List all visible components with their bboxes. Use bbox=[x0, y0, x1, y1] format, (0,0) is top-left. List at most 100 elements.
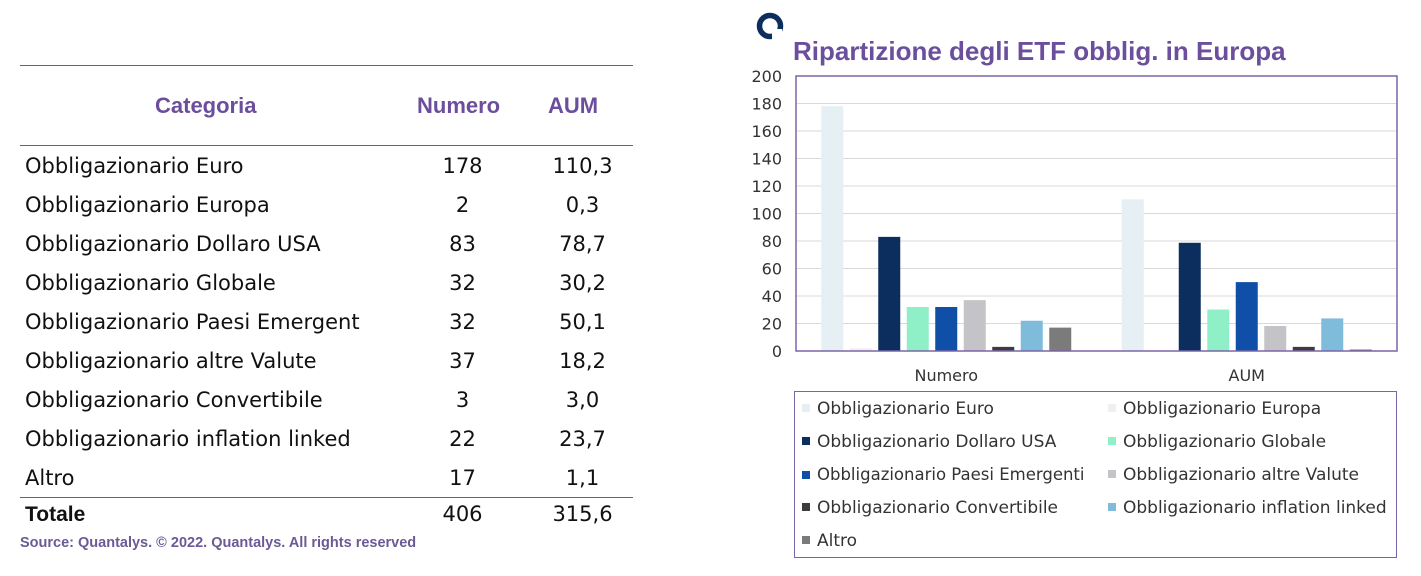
legend-label: Obbligazionario Dollaro USA bbox=[817, 432, 1057, 452]
legend-label: Obbligazionario Euro bbox=[817, 399, 994, 419]
legend-item: Obbligazionario Convertibile bbox=[802, 498, 1058, 518]
cell-categoria: Altro bbox=[25, 466, 75, 490]
header-aum: AUM bbox=[548, 93, 599, 118]
y-tick-label: 0 bbox=[772, 342, 782, 361]
bar bbox=[1321, 318, 1344, 351]
bar bbox=[906, 307, 929, 351]
chart-legend: Obbligazionario Euro Obbligazionario Eur… bbox=[794, 391, 1397, 558]
header-numero: Numero bbox=[417, 93, 501, 118]
cell-aum: 30,2 bbox=[559, 271, 606, 295]
x-axis-ticks: Numero AUM bbox=[914, 366, 1265, 385]
legend-label: Obbligazionario Convertibile bbox=[817, 498, 1059, 518]
bar bbox=[878, 236, 901, 351]
legend-swatch bbox=[802, 437, 810, 445]
legend-label: Obbligazionario Paesi Emergenti bbox=[817, 465, 1085, 484]
bars bbox=[821, 106, 1372, 352]
bar bbox=[1235, 282, 1258, 351]
cell-numero: 406 bbox=[442, 502, 483, 526]
cell-categoria: Obbligazionario Dollaro USA bbox=[25, 232, 321, 256]
legend-label: Obbligazionario altre Valute bbox=[1123, 465, 1360, 485]
cell-aum: 110,3 bbox=[552, 154, 613, 178]
cell-categoria: Obbligazionario inflation linked bbox=[25, 427, 351, 451]
legend-item: Obbligazionario altre Valute bbox=[1108, 465, 1359, 485]
table-row: Obbligazionario Europa 2 0,3 bbox=[20, 186, 633, 225]
legend-item: Obbligazionario Globale bbox=[1108, 432, 1326, 452]
y-tick-label: 140 bbox=[751, 150, 782, 169]
cell-categoria: Obbligazionario Convertibile bbox=[25, 388, 323, 412]
table-row: Obbligazionario Paesi Emergent 32 50,1 bbox=[20, 303, 633, 342]
legend-label: Obbligazionario Europa bbox=[1123, 399, 1322, 419]
legend-swatch bbox=[1108, 470, 1116, 478]
cell-categoria: Obbligazionario Globale bbox=[25, 271, 276, 295]
cell-categoria: Obbligazionario Euro bbox=[25, 154, 244, 178]
legend-item: Obbligazionario Europa bbox=[1108, 399, 1321, 419]
bar bbox=[1349, 349, 1372, 351]
bar bbox=[935, 307, 958, 351]
cell-aum: 315,6 bbox=[552, 502, 613, 526]
cell-aum: 78,7 bbox=[559, 232, 606, 256]
y-tick-label: 80 bbox=[762, 232, 782, 251]
cell-numero: 3 bbox=[455, 388, 470, 412]
bar bbox=[992, 346, 1015, 351]
table-row: Obbligazionario Globale 32 30,2 bbox=[20, 264, 633, 303]
legend-swatch bbox=[1108, 437, 1116, 445]
plot-frame bbox=[795, 75, 1398, 352]
table-total-rule bbox=[20, 497, 633, 498]
y-tick-label: 200 bbox=[751, 67, 782, 86]
chart-title: Ripartizione degli ETF obblig. in Europa bbox=[793, 36, 1286, 66]
cell-aum: 50,1 bbox=[559, 310, 606, 334]
source-note: Source: Quantalys. © 2022. Quantalys. Al… bbox=[20, 535, 417, 551]
y-tick-label: 100 bbox=[751, 205, 782, 224]
x-tick-label: AUM bbox=[1229, 366, 1265, 385]
legend-item: Obbligazionario Paesi Emergenti bbox=[802, 465, 1084, 484]
bar bbox=[849, 348, 872, 351]
cell-numero: 37 bbox=[449, 349, 476, 373]
cell-categoria: Totale bbox=[25, 503, 86, 526]
legend-item: Obbligazionario Dollaro USA bbox=[802, 432, 1056, 452]
cell-numero: 32 bbox=[449, 310, 476, 334]
bar bbox=[963, 300, 986, 351]
y-tick-label: 20 bbox=[762, 315, 782, 334]
bar bbox=[1264, 325, 1287, 351]
legend-label: Obbligazionario inflation linked bbox=[1123, 498, 1387, 518]
legend-item: Obbligazionario inflation linked bbox=[1108, 498, 1387, 518]
header-categoria: Categoria bbox=[155, 93, 257, 118]
y-tick-label: 40 bbox=[762, 287, 782, 306]
table-row: Obbligazionario inflation linked 22 23,7 bbox=[20, 420, 633, 459]
cell-aum: 23,7 bbox=[559, 427, 606, 451]
cell-aum: 1,1 bbox=[565, 466, 600, 490]
y-tick-label: 60 bbox=[762, 260, 782, 279]
table-total-row: Totale 406 315,6 bbox=[20, 495, 633, 534]
table-row: Obbligazionario Dollaro USA 83 78,7 bbox=[20, 225, 633, 264]
x-tick-label: Numero bbox=[914, 366, 978, 385]
bar bbox=[821, 106, 844, 351]
cell-numero: 22 bbox=[449, 427, 476, 451]
table-row: Obbligazionario Euro 178 110,3 bbox=[20, 147, 633, 186]
bar bbox=[1049, 327, 1072, 351]
legend-swatch bbox=[1108, 503, 1116, 511]
bar bbox=[1020, 320, 1043, 351]
legend-swatch bbox=[802, 503, 810, 511]
bar bbox=[1292, 346, 1315, 351]
bar bbox=[1178, 242, 1201, 351]
cell-numero: 32 bbox=[449, 271, 476, 295]
bar-chart: 0 20 40 60 80 100 120 140 160 180 200 Numero AUM bbox=[751, 67, 1398, 385]
table-row: Altro 17 1,1 bbox=[20, 459, 633, 498]
cell-categoria: Obbligazionario altre Valute bbox=[25, 349, 317, 373]
legend-label: Altro bbox=[817, 531, 858, 551]
table-header-rule bbox=[20, 145, 633, 146]
cell-categoria: Obbligazionario Europa bbox=[25, 193, 270, 217]
table-top-rule bbox=[20, 65, 633, 66]
y-tick-label: 180 bbox=[751, 95, 782, 114]
table-row: Obbligazionario altre Valute 37 18,2 bbox=[20, 342, 633, 381]
quantalys-logo-icon bbox=[756, 12, 784, 40]
legend-swatch bbox=[802, 404, 810, 412]
cell-aum: 3,0 bbox=[565, 388, 600, 412]
y-tick-label: 120 bbox=[751, 177, 782, 196]
legend-label: Obbligazionario Globale bbox=[1123, 432, 1327, 452]
legend-swatch bbox=[1108, 404, 1116, 412]
cell-numero: 2 bbox=[455, 193, 470, 217]
table-row: Obbligazionario Convertibile 3 3,0 bbox=[20, 381, 633, 420]
cell-categoria: Obbligazionario Paesi Emergent bbox=[25, 310, 360, 334]
cell-numero: 83 bbox=[449, 232, 476, 256]
